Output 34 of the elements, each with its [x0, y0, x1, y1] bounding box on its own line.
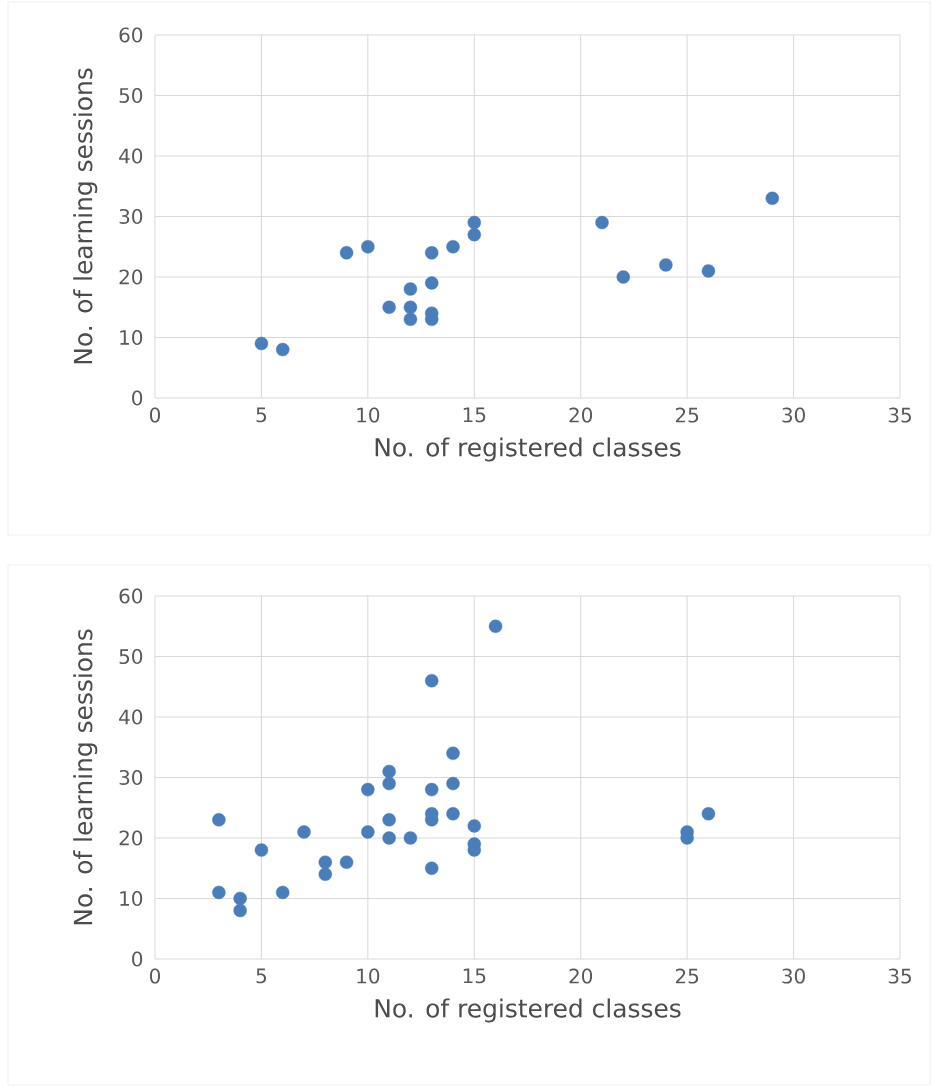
y-tick-label: 50: [119, 648, 143, 665]
y-tick-label: 40: [119, 709, 143, 725]
y-tick-label: 40: [119, 148, 143, 164]
y-tick-label: 10: [120, 890, 143, 907]
x-tick-label: 20: [569, 407, 593, 423]
y-tick-label: 60: [119, 588, 143, 604]
y-tick-label: 30: [119, 208, 143, 225]
x-tick-label: 35: [888, 407, 911, 423]
x-tick-label: 35: [888, 968, 911, 984]
y-tick-label: 10: [120, 329, 143, 346]
x-tick-label: 5: [256, 968, 267, 984]
x-tick-label: 25: [675, 968, 699, 984]
x-tick-label: 30: [782, 407, 805, 423]
y-axis-title: No. of learning sessions: [73, 68, 98, 364]
y-tick-label: 20: [119, 830, 143, 846]
x-axis-title: No. of registered classes: [375, 437, 681, 462]
x-tick-label: 0: [149, 968, 161, 984]
x-tick-label: 0: [149, 407, 161, 423]
y-axis-title: No. of learning sessions: [73, 629, 98, 925]
x-tick-label: 5: [256, 407, 267, 423]
x-tick-label: 10: [357, 407, 380, 423]
y-tick-label: 50: [119, 87, 143, 104]
y-tick-label: 20: [119, 269, 143, 285]
x-axis-title: No. of registered classes: [375, 998, 681, 1023]
y-tick-label: 30: [119, 769, 143, 786]
x-tick-label: 10: [357, 968, 380, 984]
x-tick-label: 15: [463, 407, 486, 423]
y-tick-label: 0: [132, 390, 143, 406]
x-tick-label: 15: [463, 968, 486, 984]
x-tick-label: 25: [675, 407, 699, 423]
x-tick-label: 30: [782, 968, 805, 984]
y-tick-label: 0: [132, 951, 143, 967]
y-tick-label: 60: [119, 27, 143, 43]
x-tick-label: 20: [569, 968, 593, 984]
